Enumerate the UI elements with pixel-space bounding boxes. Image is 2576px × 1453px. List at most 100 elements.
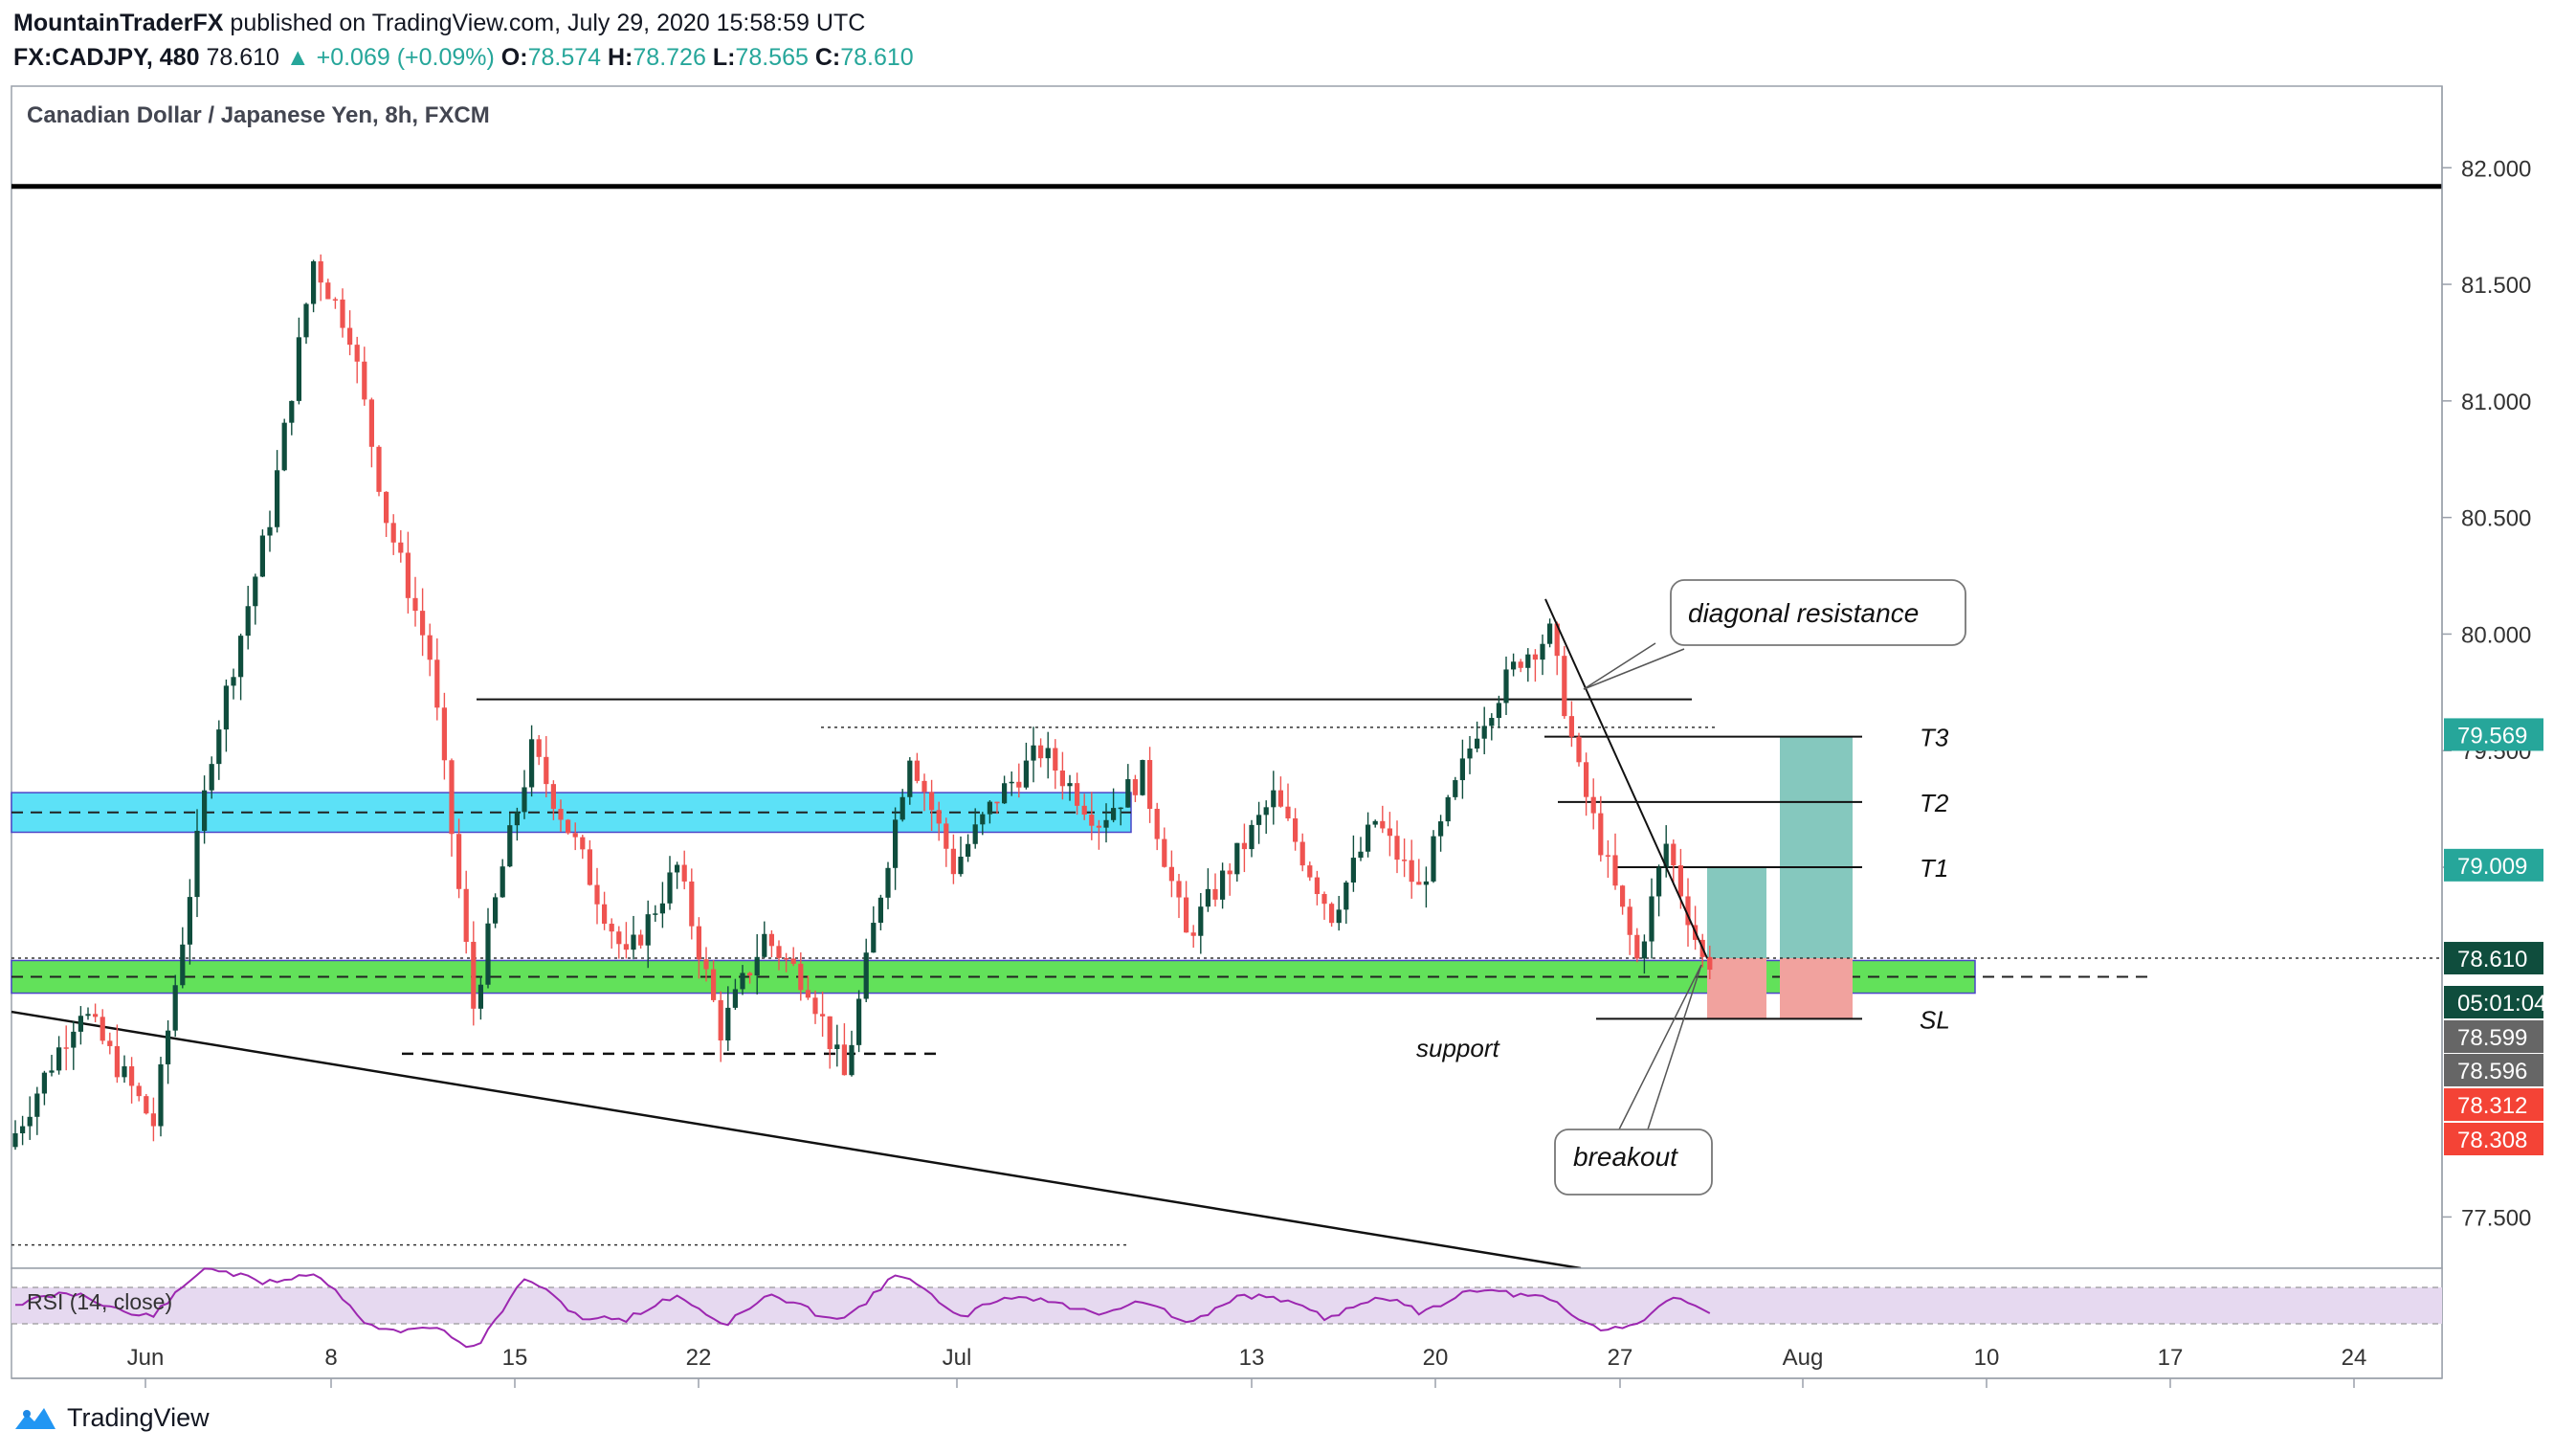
candle-body (1103, 819, 1109, 828)
candle-body (332, 299, 338, 302)
candle (1685, 878, 1691, 947)
candle-body (1677, 865, 1683, 897)
candle-body (20, 1126, 26, 1133)
tradingview-logo[interactable]: TradingView (13, 1403, 210, 1433)
candle-body (1147, 760, 1153, 809)
candle (907, 757, 913, 805)
candle (1111, 788, 1117, 823)
candle (623, 922, 629, 959)
candle (449, 758, 455, 857)
candle (776, 940, 782, 971)
candle-body (689, 881, 695, 927)
candle (463, 870, 469, 954)
candle (1023, 742, 1029, 790)
author-name[interactable]: MountainTraderFX (13, 10, 224, 36)
candle (107, 1032, 113, 1055)
candle-body (405, 552, 411, 598)
candle-body (223, 685, 229, 730)
candle (1547, 618, 1553, 648)
symbol[interactable]: FX:CADJPY, 480 (13, 44, 200, 71)
candle-body (456, 834, 462, 889)
candle-body (1162, 838, 1167, 867)
candle (1489, 713, 1495, 741)
candle-body (1089, 815, 1095, 826)
rsi-pane: RSI (14, close) (11, 1267, 2443, 1379)
candle-body (1111, 808, 1117, 820)
candle-body (856, 998, 862, 1045)
candle-body (536, 739, 542, 757)
candle-body (194, 830, 200, 898)
candle (253, 573, 258, 625)
callout-pointer (1583, 648, 1685, 690)
candle (820, 991, 826, 1038)
candle-body (1293, 817, 1299, 842)
candle-body (1350, 858, 1356, 883)
x-tick-label: 17 (2158, 1345, 2184, 1371)
level-label-T2: T2 (1920, 789, 1949, 817)
candle (238, 633, 244, 701)
candle-body (1568, 716, 1574, 737)
candle (172, 974, 178, 1038)
candle-body (740, 972, 745, 990)
candle (536, 734, 542, 766)
candle (558, 799, 564, 832)
x-tick-label: Aug (1783, 1345, 1824, 1371)
candle-body (63, 1047, 69, 1049)
candle (1263, 800, 1269, 835)
y-tick-label: 81.000 (2461, 390, 2531, 415)
candle (129, 1057, 135, 1104)
candle-body (1584, 762, 1589, 797)
candle (1598, 795, 1604, 862)
candle-body (1453, 780, 1458, 797)
candle (1103, 803, 1109, 843)
x-tick-label: Jun (127, 1345, 165, 1371)
candle-body (1605, 855, 1610, 857)
candle (500, 859, 505, 898)
candle (522, 770, 527, 819)
candle-body (768, 933, 774, 947)
candle-body (231, 677, 236, 686)
callout-pointer (1618, 964, 1702, 1130)
candle (1481, 706, 1487, 755)
candle-body (558, 809, 564, 820)
candle-body (1227, 870, 1232, 875)
candle-body (1423, 881, 1429, 885)
candle (223, 679, 229, 752)
stop-box-1 (1707, 958, 1766, 1019)
candle (1366, 812, 1371, 858)
candle (667, 856, 673, 910)
candle (514, 807, 520, 841)
candle-body (216, 729, 222, 765)
candle (1438, 815, 1444, 852)
candle-body (594, 884, 600, 905)
candle-body (1372, 820, 1378, 825)
candle-body (1075, 783, 1080, 806)
price-badge-label: 78.312 (2457, 1093, 2527, 1119)
candle-body (398, 542, 404, 553)
candle (485, 907, 491, 989)
last-price: 78.610 (206, 44, 279, 71)
candle (303, 302, 309, 345)
candle-body (493, 897, 499, 924)
candle-body (354, 345, 360, 362)
open-value: 78.574 (527, 44, 602, 71)
candle (645, 900, 651, 969)
long-trendline (11, 1010, 1582, 1270)
candle (659, 882, 665, 928)
price-badge (2444, 942, 2543, 975)
candle-body (1154, 808, 1160, 839)
candle (1002, 775, 1008, 804)
candle (368, 397, 374, 468)
candle (456, 818, 462, 899)
stop-box-2 (1780, 958, 1853, 1019)
candle (114, 1024, 120, 1084)
candle-body (420, 611, 426, 636)
candle-body (362, 361, 367, 400)
level-label-T1: T1 (1920, 854, 1948, 883)
candle (899, 789, 905, 822)
candle (871, 905, 877, 953)
candle-body (209, 764, 214, 791)
candle (747, 972, 753, 984)
candle (209, 756, 214, 799)
